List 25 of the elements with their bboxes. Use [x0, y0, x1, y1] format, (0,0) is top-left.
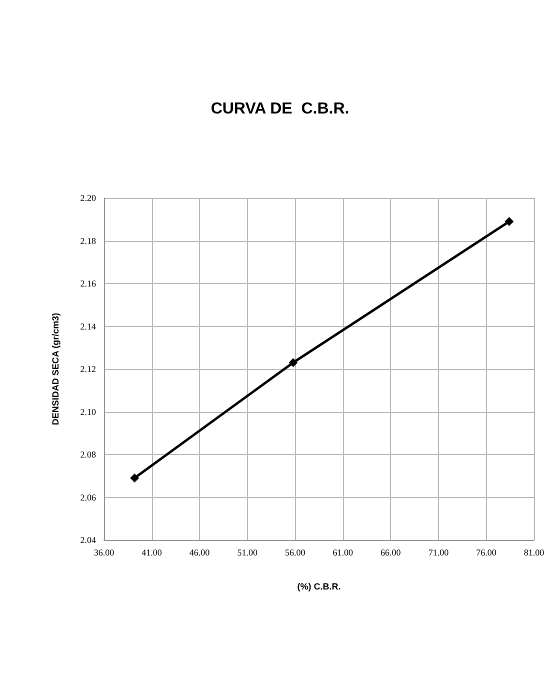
y-tick-label: 2.18 [80, 236, 96, 246]
x-tick-label: 81.00 [524, 548, 545, 558]
x-tick-label: 46.00 [189, 548, 210, 558]
y-tick-label: 2.10 [80, 406, 96, 417]
x-tick-label: 41.00 [142, 548, 162, 558]
point [130, 474, 140, 483]
y-tick-label: 2.14 [80, 321, 96, 332]
y-axis-title: DENSIDAD SECA (gr/cm3) [50, 312, 60, 426]
x-axis-title: (%) C.B.R. [297, 582, 341, 592]
chart-title: CURVA DE C.B.R. [210, 100, 350, 118]
y-tick-label: 2.06 [80, 492, 96, 502]
x-tick-label: 56.00 [284, 548, 306, 558]
x-tick-label: 51.00 [237, 548, 258, 558]
y-tick-label: 2.20 [80, 193, 96, 203]
x-tick-label: 36.00 [94, 548, 115, 558]
y-tick-label: 2.16 [80, 278, 96, 288]
y-tick-label: 2.08 [80, 450, 96, 460]
x-tick-label: 66.00 [380, 548, 402, 558]
y-tick-label: 2.04 [80, 535, 96, 545]
x-tick-label: 76.00 [476, 548, 497, 558]
x-tick-label: 61.00 [332, 548, 354, 558]
point [504, 217, 514, 226]
point [288, 358, 298, 368]
y-tick-label: 2.12 [80, 364, 96, 374]
x-tick-label: 71.00 [428, 548, 450, 558]
